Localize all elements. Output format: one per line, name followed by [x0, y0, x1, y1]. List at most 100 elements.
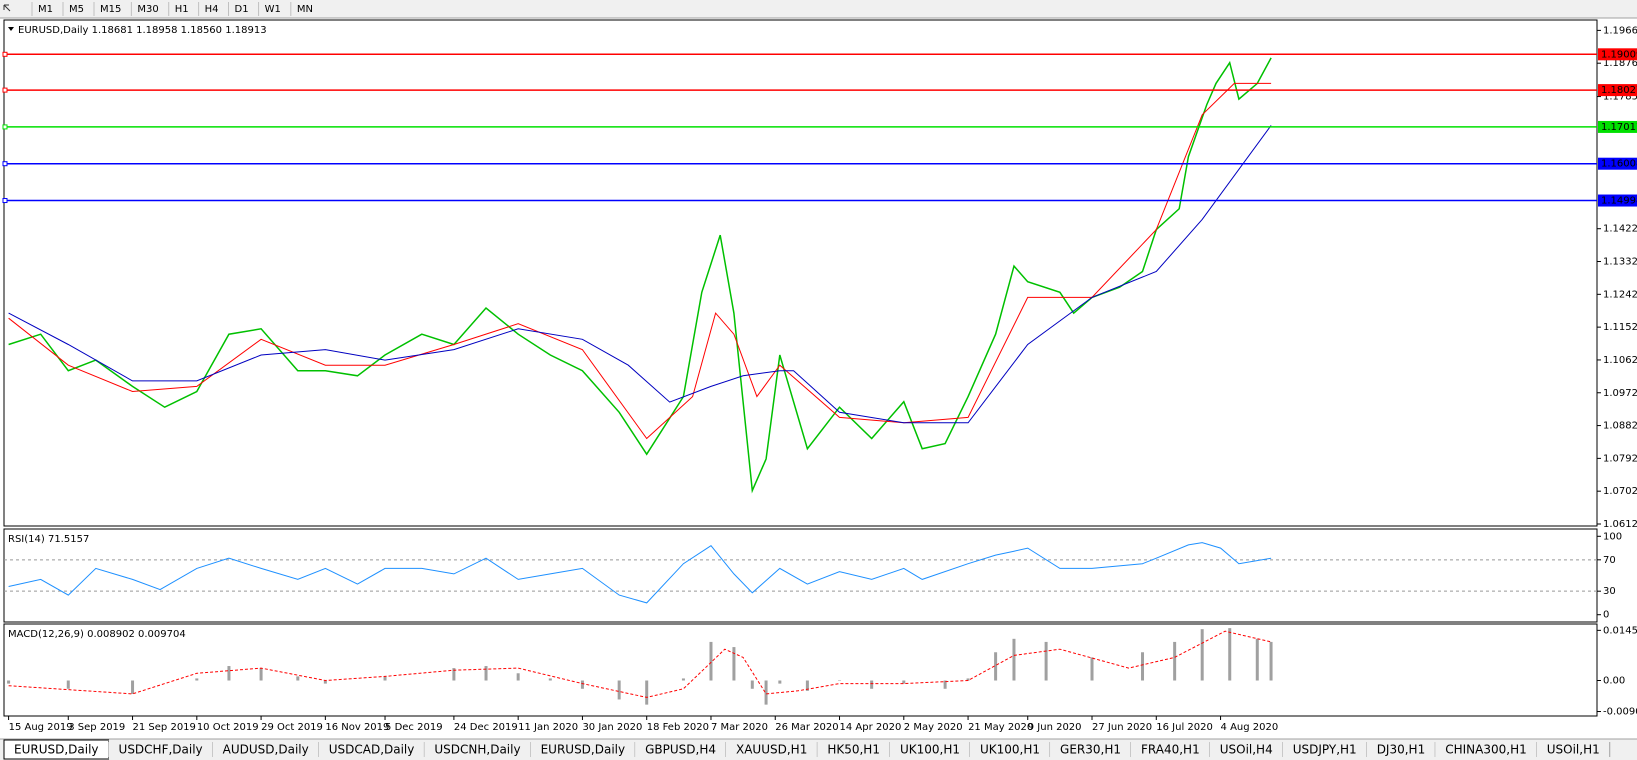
x-tick-label: 30 Jan 2020 [582, 722, 642, 733]
timeframe-button[interactable]: M5 [69, 4, 84, 15]
tab-bg [1050, 740, 1131, 759]
level-price-box [1598, 157, 1637, 170]
level-price-box [1598, 120, 1637, 133]
tab[interactable]: CHINA300,H1 [1445, 743, 1527, 757]
y-tick-label: 1.12425 [1603, 289, 1637, 300]
histogram-bar [617, 680, 621, 700]
level-price-box [1598, 48, 1637, 61]
x-tick-label: 2 May 2020 [904, 722, 963, 733]
histogram-bar [750, 680, 754, 689]
series-line [8, 125, 1272, 424]
level-handle [2, 198, 8, 204]
y-tick-label: 1.11525 [1603, 322, 1637, 333]
tab[interactable]: DJ30,H1 [1377, 743, 1426, 757]
title-arrow [8, 27, 14, 31]
series-line [8, 630, 1272, 698]
y-tick-label: 0.014556 [1603, 625, 1637, 636]
histogram-bar [645, 680, 649, 705]
x-tick-label: 21 Sep 2019 [133, 722, 196, 733]
histogram-bar [323, 680, 327, 684]
y-tick-label: 100 [1603, 531, 1622, 542]
tab[interactable]: EURUSD,Daily [541, 743, 626, 757]
x-tick-label: 27 Jun 2020 [1092, 722, 1152, 733]
tab[interactable]: USDCNH,Daily [434, 743, 520, 757]
cursor-icon[interactable] [3, 4, 11, 12]
x-tick-label: 7 Mar 2020 [711, 722, 768, 733]
timeframe-button[interactable]: H1 [175, 4, 189, 15]
tab-bg [1209, 740, 1283, 759]
histogram-bar [1255, 638, 1259, 681]
y-tick-label: 1.14225 [1603, 224, 1637, 235]
y-tick-label: 1.19665 [1603, 25, 1637, 36]
histogram-bar [966, 678, 970, 681]
toolbar [0, 0, 1637, 18]
x-tick-label: 9 Jun 2020 [1028, 722, 1082, 733]
x-tick-label: 10 Oct 2019 [197, 722, 259, 733]
series-line [8, 57, 1272, 494]
tab[interactable]: USDJPY,H1 [1293, 743, 1357, 757]
tab[interactable]: USOil,H1 [1547, 743, 1600, 757]
x-tick-label: 21 May 2020 [968, 722, 1033, 733]
x-tick-label: 24 Dec 2019 [454, 722, 518, 733]
timeframe-button[interactable]: M15 [100, 4, 121, 15]
y-tick-label: 1.07925 [1603, 453, 1637, 464]
x-tick-label: 16 Nov 2019 [325, 722, 389, 733]
y-tick-label: 1.07025 [1603, 486, 1637, 497]
panel-frame [3, 623, 1598, 717]
tab-bg [318, 740, 425, 759]
tab[interactable]: UK100,H1 [900, 743, 960, 757]
histogram-bar [870, 680, 874, 689]
histogram-bar [943, 680, 947, 689]
tab[interactable]: AUDUSD,Daily [223, 743, 309, 757]
tab[interactable]: GBPUSD,H4 [645, 743, 716, 757]
y-tick-label: 1.06125 [1603, 519, 1637, 530]
histogram-bar [1200, 629, 1204, 681]
timeframe-button[interactable]: M30 [137, 4, 158, 15]
timeframe-button[interactable]: W1 [265, 4, 281, 15]
timeframe-button[interactable]: M1 [38, 4, 53, 15]
histogram-bar [1228, 628, 1232, 681]
tab[interactable]: USDCHF,Daily [119, 743, 203, 757]
tab[interactable]: EURUSD,Daily [14, 743, 99, 757]
level-price-box [1598, 84, 1637, 97]
timeframe-button[interactable]: H4 [205, 4, 219, 15]
histogram-bar [1090, 657, 1094, 681]
x-tick-label: 26 Mar 2020 [775, 722, 838, 733]
level-price-label: 1.19009 [1601, 49, 1637, 60]
tab[interactable]: GER30,H1 [1060, 743, 1121, 757]
tab[interactable]: USDCAD,Daily [329, 743, 415, 757]
level-price-label: 1.16008 [1601, 159, 1637, 170]
level-price-label: 1.18027 [1601, 85, 1637, 96]
tab-bg [726, 740, 818, 759]
tab-bg [889, 740, 970, 759]
histogram-bar [580, 680, 584, 689]
x-tick-label: 16 Jul 2020 [1156, 722, 1213, 733]
histogram-bar [259, 668, 263, 681]
histogram-bar [131, 680, 135, 694]
histogram-bar [778, 680, 782, 684]
histogram-bar [452, 668, 456, 681]
y-tick-label: 1.09725 [1603, 388, 1637, 399]
y-tick-label: 0 [1603, 610, 1609, 621]
histogram-bar [7, 680, 11, 684]
tab-bg [635, 740, 726, 759]
timeframe-button[interactable]: D1 [235, 4, 249, 15]
x-tick-label: 14 Apr 2020 [840, 722, 902, 733]
tab-bg [108, 740, 213, 759]
tab-bg [1435, 740, 1537, 759]
tab[interactable]: HK50,H1 [827, 743, 880, 757]
tab[interactable]: FRA40,H1 [1141, 743, 1200, 757]
level-price-label: 1.17017 [1601, 122, 1637, 133]
panel-title: MACD(12,26,9) 0.008902 0.009704 [8, 629, 186, 640]
tab[interactable]: XAUUSD,H1 [736, 743, 807, 757]
tab-bg [1282, 740, 1367, 759]
histogram-bar [1012, 638, 1016, 681]
series-line [8, 542, 1272, 604]
tab-bg [1536, 740, 1610, 759]
timeframe-button[interactable]: MN [297, 4, 313, 15]
panel-frame [3, 528, 1598, 623]
tab[interactable]: UK100,H1 [980, 743, 1040, 757]
histogram-bar [195, 678, 199, 681]
tab[interactable]: USOil,H4 [1220, 743, 1273, 757]
